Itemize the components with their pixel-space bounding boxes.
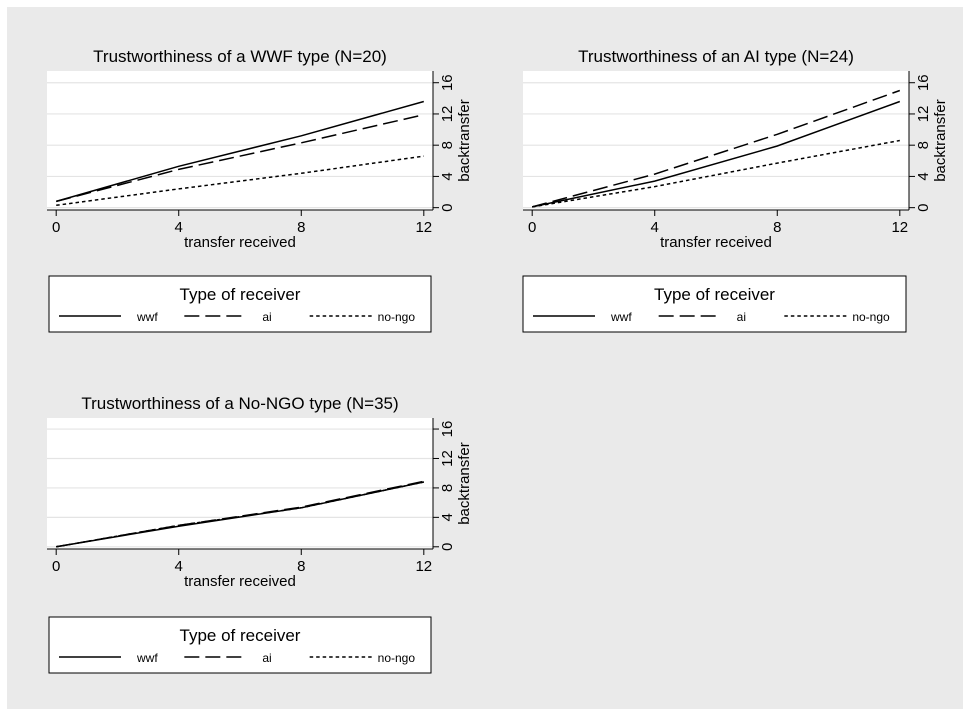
- x-tick-label: 8: [297, 219, 305, 236]
- series-line-wwf: [532, 100, 901, 208]
- legend-label-no-ngo: no-ngo: [378, 651, 416, 665]
- plot-area: [523, 71, 909, 210]
- chart-panel-1: Trustworthiness of a WWF type (N=20) 0 4 8 1…: [47, 47, 473, 333]
- y-tick-label: 4: [439, 172, 456, 180]
- legend-title: Type of receiver: [180, 285, 301, 304]
- y-axis-label: backtransfer: [456, 442, 473, 525]
- y-tick-label: 16: [439, 421, 456, 438]
- x-tick-label: 0: [52, 219, 60, 236]
- chart-title: Trustworthiness of a WWF type (N=20): [93, 47, 387, 66]
- chart-panel-2: Trustworthiness of an AI type (N=24) 0 4 8 1…: [522, 47, 949, 333]
- legend-label-no-ngo: no-ngo: [378, 310, 416, 324]
- x-tick-label: 8: [297, 558, 305, 575]
- y-tick-label: 12: [439, 106, 456, 123]
- plot-area: [47, 71, 433, 210]
- x-axis-label: transfer received: [184, 234, 296, 251]
- chart-figure: Trustworthiness of a WWF type (N=20) 0 4 8 1…: [47, 47, 949, 674]
- legend-label-wwf: wwf: [610, 310, 632, 324]
- y-axis-label: backtransfer: [456, 99, 473, 182]
- legend-box: [522, 275, 907, 333]
- y-tick-label: 4: [915, 172, 932, 180]
- y-tick-label: 0: [915, 203, 932, 211]
- chart-title: Trustworthiness of an AI type (N=24): [578, 47, 854, 66]
- series-line-no-ngo: [56, 155, 424, 207]
- y-tick-label: 8: [439, 141, 456, 149]
- y-tick-label: 0: [439, 543, 456, 551]
- x-tick-label: 0: [528, 219, 536, 236]
- series-line-wwf: [55, 100, 425, 203]
- series-line-ai: [56, 113, 424, 203]
- legend-label-ai: ai: [262, 651, 271, 665]
- x-tick-label: 12: [891, 219, 908, 236]
- plot-area: [47, 418, 433, 549]
- chart-panel-3: Trustworthiness of a No-NGO type (N=35) 0…: [47, 394, 473, 674]
- chart-title: Trustworthiness of a No-NGO type (N=35): [81, 394, 398, 413]
- legend-label-no-ngo: no-ngo: [852, 310, 890, 324]
- figure-background: Trustworthiness of a WWF type (N=20) 0 4 8 1…: [7, 7, 963, 709]
- legend-label-wwf: wwf: [136, 651, 158, 665]
- y-tick-label: 0: [439, 203, 456, 211]
- legend-label-ai: ai: [262, 310, 271, 324]
- legend-box: [48, 616, 432, 674]
- x-tick-label: 8: [773, 219, 781, 236]
- x-tick-label: 0: [52, 558, 60, 575]
- y-tick-label: 16: [439, 74, 456, 91]
- legend-box: [48, 275, 432, 333]
- x-axis-label: transfer received: [184, 573, 296, 590]
- x-tick-label: 12: [415, 219, 432, 236]
- y-axis-label: backtransfer: [932, 99, 949, 182]
- legend-title: Type of receiver: [180, 626, 301, 645]
- legend-label-wwf: wwf: [136, 310, 158, 324]
- legend-title: Type of receiver: [654, 285, 775, 304]
- y-tick-label: 4: [439, 513, 456, 521]
- x-tick-label: 4: [651, 219, 659, 236]
- x-axis-label: transfer received: [660, 234, 772, 251]
- legend-label-ai: ai: [737, 310, 746, 324]
- y-tick-label: 8: [915, 141, 932, 149]
- series-line-wwf: [56, 481, 424, 548]
- y-tick-label: 12: [915, 106, 932, 123]
- y-tick-label: 12: [439, 450, 456, 467]
- y-tick-label: 8: [439, 484, 456, 492]
- series-line-ai: [532, 89, 901, 208]
- y-tick-label: 16: [915, 74, 932, 91]
- x-tick-label: 4: [175, 558, 183, 575]
- x-tick-label: 12: [415, 558, 432, 575]
- x-tick-label: 4: [175, 219, 183, 236]
